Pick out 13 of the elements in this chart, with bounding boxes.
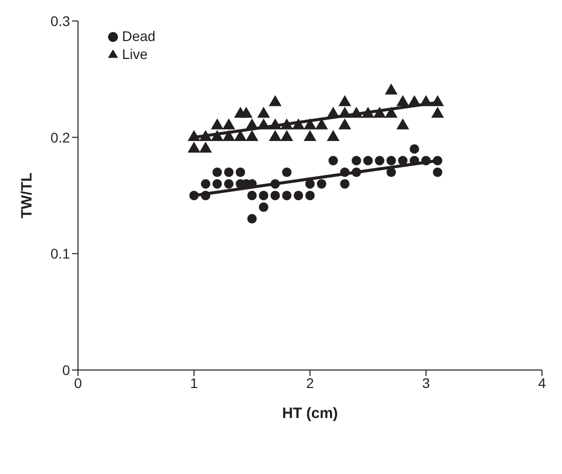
x-tick-label: 0 <box>74 374 82 391</box>
x-axis-title: HT (cm) <box>282 405 338 422</box>
x-tick-label: 1 <box>190 374 198 391</box>
x-tick-label: 2 <box>306 374 314 391</box>
x-tick-label: 3 <box>422 374 430 391</box>
y-tick-label: 0.2 <box>50 129 70 146</box>
y-tick-label: 0 <box>62 362 70 378</box>
y-tick-label: 0.3 <box>50 12 70 29</box>
y-tick-label: 0.1 <box>50 246 70 262</box>
legend-label: Live <box>122 46 148 62</box>
legend-label: Dead <box>122 28 156 44</box>
x-tick-label: 4 <box>538 374 546 391</box>
y-axis-title: TW/TL <box>18 172 36 218</box>
